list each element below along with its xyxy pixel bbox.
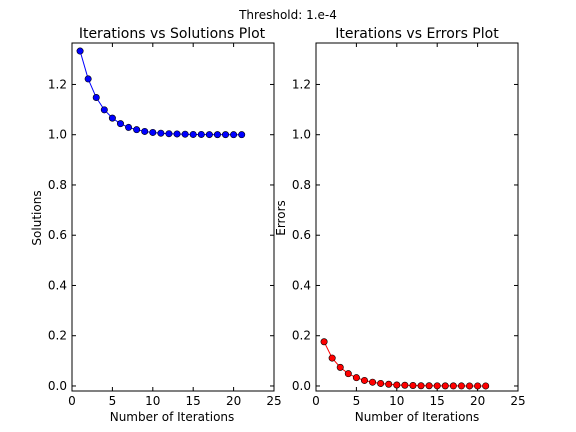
errors-ytick-label: 0.4 [292,278,311,292]
solutions-xtick-label: 20 [226,394,241,408]
solutions-data-point [238,131,246,139]
errors-data-point [425,382,433,390]
errors-plot-title: Iterations vs Errors Plot [335,26,499,42]
solutions-ytick-label: 0.6 [48,228,67,242]
errors-data-point [482,382,490,390]
solutions-data-point [230,131,238,139]
solutions-ytick-label: 0.8 [48,178,67,192]
solutions-plot-panel: Iterations vs Solutions Plot Number of I… [30,26,282,424]
errors-ytick-label: 0.2 [292,329,311,343]
solutions-data-point [125,123,133,131]
errors-ylabel: Errors [274,200,288,236]
solutions-xtick-label: 5 [109,394,117,408]
solutions-ytick-label: 1.0 [48,128,67,142]
errors-ytick-label: 0.0 [292,379,311,393]
errors-xtick-label: 20 [470,394,485,408]
solutions-data-point [92,94,100,102]
errors-series-line [323,341,486,387]
solutions-data-point [197,130,205,138]
solutions-data-point [141,127,149,135]
solutions-data-point [165,130,173,138]
solutions-xtick-label: 0 [68,394,76,408]
solutions-data-point [133,126,141,134]
errors-xtick-label: 15 [430,394,445,408]
errors-xtick-label: 0 [312,394,320,408]
figure-suptitle: Threshold: 1.e-4 [238,8,337,22]
solutions-data-point [222,131,230,139]
errors-ytick-label: 1.2 [292,77,311,91]
solutions-data-point [116,120,124,128]
solutions-data-point [100,106,108,114]
errors-ytick-label: 0.8 [292,178,311,192]
errors-data-point [352,374,360,382]
solutions-xtick-label: 25 [266,394,281,408]
errors-xtick-label: 25 [510,394,525,408]
solutions-data-point [157,129,165,137]
errors-data-point [417,382,425,390]
solutions-data-point [84,75,92,83]
solutions-series-line [79,50,242,136]
solutions-ytick-label: 0.0 [48,379,67,393]
solutions-ytick-label: 1.2 [48,77,67,91]
errors-data-point [466,382,474,390]
errors-data-point [320,338,328,346]
errors-plot-panel: Iterations vs Errors Plot Number of Iter… [274,26,526,424]
errors-data-point [449,382,457,390]
errors-xlabel: Number of Iterations [355,410,480,424]
solutions-plot-title: Iterations vs Solutions Plot [79,26,266,42]
solutions-xtick-label: 10 [145,394,160,408]
errors-data-point [369,378,377,386]
errors-data-point [474,382,482,390]
errors-data-point [433,382,441,390]
errors-data-point [401,381,409,389]
solutions-xtick-label: 15 [186,394,201,408]
errors-ytick-label: 1.0 [292,128,311,142]
solutions-data-point [76,47,84,55]
solutions-data-point [173,130,181,138]
errors-data-point [360,376,368,384]
errors-data-point [393,381,401,389]
solutions-ytick-label: 0.2 [48,329,67,343]
errors-xtick-label: 10 [389,394,404,408]
solutions-data-point [189,130,197,138]
errors-plot-frame [315,42,519,392]
errors-data-point [441,382,449,390]
solutions-data-point [108,114,116,122]
solutions-ylabel: Solutions [30,190,44,245]
solutions-data-point [181,130,189,138]
solutions-data-point [149,128,157,136]
solutions-xlabel: Number of Iterations [110,410,235,424]
errors-ytick-label: 0.6 [292,228,311,242]
errors-data-point [385,380,393,388]
errors-data-point [336,363,344,371]
errors-xtick-label: 5 [353,394,361,408]
errors-data-point [344,370,352,378]
solutions-plot-frame [71,42,275,392]
solutions-data-point [205,131,213,139]
errors-data-point [328,354,336,362]
errors-data-point [377,379,385,387]
errors-data-point [457,382,465,390]
solutions-ytick-label: 0.4 [48,278,67,292]
solutions-data-point [213,131,221,139]
errors-data-point [409,381,417,389]
